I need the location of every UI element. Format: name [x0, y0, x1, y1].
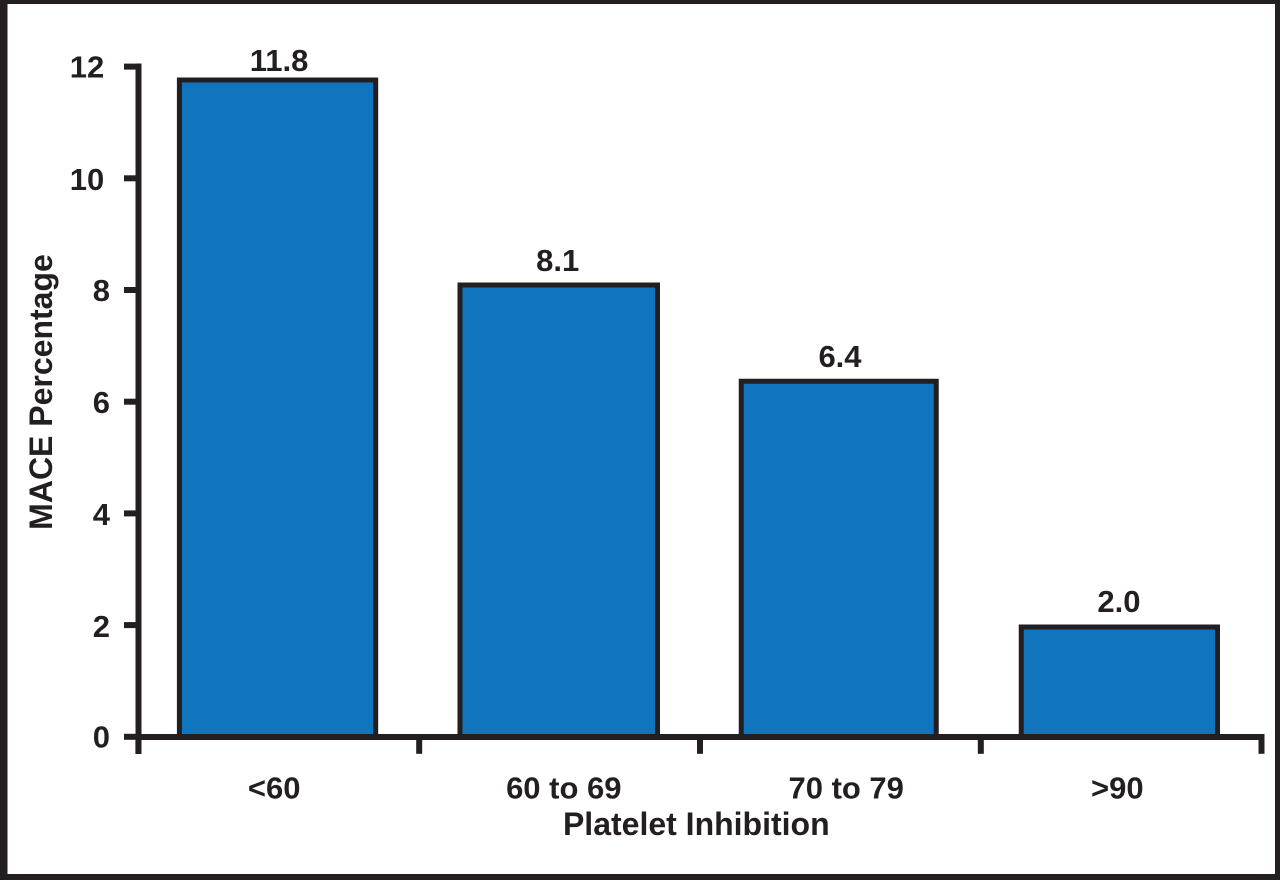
svg-text:<60: <60 [248, 770, 301, 805]
svg-text:2.0: 2.0 [1097, 584, 1140, 619]
svg-text:8: 8 [93, 273, 110, 308]
svg-text:4: 4 [93, 497, 111, 532]
svg-text:>90: >90 [1091, 770, 1144, 805]
svg-text:Platelet Inhibition: Platelet Inhibition [563, 806, 830, 842]
svg-text:60 to 69: 60 to 69 [506, 770, 621, 805]
svg-text:6: 6 [93, 385, 110, 420]
svg-text:MACE Percentage: MACE Percentage [23, 254, 59, 530]
svg-text:8.1: 8.1 [536, 243, 579, 278]
svg-text:10: 10 [70, 162, 104, 197]
svg-text:0: 0 [93, 720, 110, 755]
svg-text:70 to 79: 70 to 79 [788, 770, 903, 805]
svg-text:6.4: 6.4 [818, 339, 862, 374]
svg-text:2: 2 [93, 609, 110, 644]
svg-text:12: 12 [70, 50, 104, 85]
svg-text:11.8: 11.8 [250, 43, 309, 78]
